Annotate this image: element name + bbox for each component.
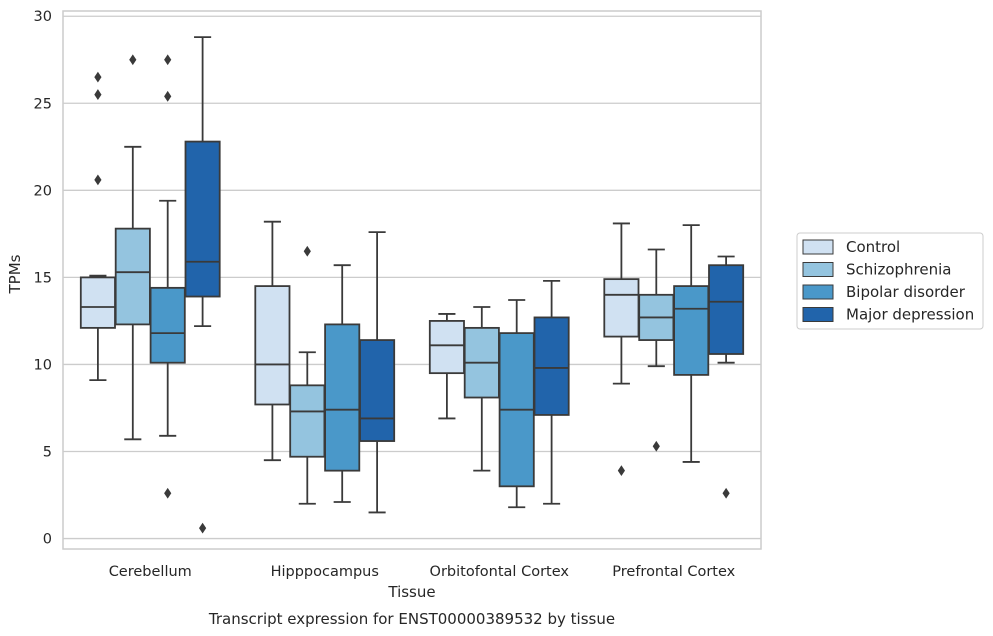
outlier-marker bbox=[303, 245, 311, 257]
outlier-marker bbox=[94, 89, 102, 100]
box-3-0 bbox=[603, 222, 640, 477]
box-iqr bbox=[708, 264, 745, 355]
box-2-1 bbox=[463, 306, 500, 472]
outlier-marker bbox=[722, 487, 730, 499]
legend-swatch bbox=[802, 262, 834, 277]
y-tick-label: 15 bbox=[34, 270, 52, 286]
grid-lines bbox=[63, 15, 761, 540]
box-1-3 bbox=[359, 231, 396, 514]
y-tick-label: 30 bbox=[34, 9, 52, 25]
box-2-3 bbox=[533, 279, 570, 505]
box-iqr bbox=[324, 323, 361, 472]
box-1-0 bbox=[254, 220, 291, 462]
box-1-1 bbox=[289, 245, 326, 505]
chart-caption: Transcript expression for ENST0000038953… bbox=[208, 610, 615, 628]
legend-label: Bipolar disorder bbox=[846, 283, 966, 301]
outlier-marker bbox=[164, 54, 172, 66]
x-tick-label: Orbitofontal Cortex bbox=[430, 564, 570, 580]
box-0-3 bbox=[184, 36, 221, 534]
outlier-marker bbox=[129, 54, 137, 66]
box-groups bbox=[79, 36, 745, 534]
box-iqr bbox=[114, 227, 151, 326]
x-tick-label: Prefrontal Cortex bbox=[612, 564, 735, 580]
box-iqr bbox=[149, 286, 186, 364]
outlier-marker bbox=[164, 487, 172, 499]
plot-frame bbox=[62, 10, 762, 550]
outlier-marker bbox=[617, 465, 625, 477]
box-2-0 bbox=[428, 313, 465, 420]
box-1-2 bbox=[324, 264, 361, 503]
legend-label: Major depression bbox=[846, 306, 974, 324]
box-iqr bbox=[428, 320, 465, 375]
legend-frame bbox=[796, 232, 984, 330]
outlier-marker bbox=[652, 440, 660, 452]
box-3-2 bbox=[673, 224, 710, 463]
box-0-2 bbox=[149, 54, 186, 499]
box-iqr bbox=[673, 285, 710, 376]
box-iqr bbox=[184, 140, 221, 298]
legend-swatch bbox=[802, 307, 834, 322]
y-tick-label: 5 bbox=[43, 444, 52, 460]
box-iqr bbox=[603, 278, 640, 338]
y-tick-label: 10 bbox=[34, 357, 52, 373]
y-tick-label: 20 bbox=[34, 183, 52, 199]
x-tick-label: Cerebellum bbox=[109, 564, 192, 580]
box-iqr bbox=[533, 316, 570, 416]
y-tick-label: 25 bbox=[34, 96, 52, 112]
legend-label: Control bbox=[846, 238, 900, 256]
y-tick-label: 0 bbox=[43, 532, 52, 548]
box-0-1 bbox=[114, 54, 151, 441]
x-tick-label: Hipppocampus bbox=[271, 564, 379, 580]
x-tick-labels: Cerebellum Hipppocampus Orbitofontal Corte… bbox=[109, 564, 736, 580]
outlier-marker bbox=[199, 522, 207, 534]
box-iqr bbox=[254, 285, 291, 406]
legend-swatch bbox=[802, 284, 834, 300]
box-iqr bbox=[79, 276, 116, 329]
legend: Control Schizophrenia Bipolar disorder Majo… bbox=[796, 232, 984, 330]
box-3-1 bbox=[638, 248, 675, 452]
outlier-marker bbox=[164, 90, 172, 102]
box-2-2 bbox=[498, 299, 535, 509]
box-iqr bbox=[289, 384, 326, 458]
legend-label: Schizophrenia bbox=[846, 261, 951, 279]
box-3-3 bbox=[708, 255, 745, 499]
box-0-0 bbox=[79, 71, 116, 382]
x-axis-title: Tissue bbox=[387, 583, 435, 601]
box-iqr bbox=[359, 339, 396, 442]
outlier-marker bbox=[94, 174, 102, 186]
y-axis-title: TPMs bbox=[6, 254, 24, 294]
y-tick-labels: 0 5 10 15 20 25 30 bbox=[34, 9, 52, 547]
outlier-marker bbox=[94, 71, 102, 83]
legend-swatch bbox=[802, 239, 834, 255]
